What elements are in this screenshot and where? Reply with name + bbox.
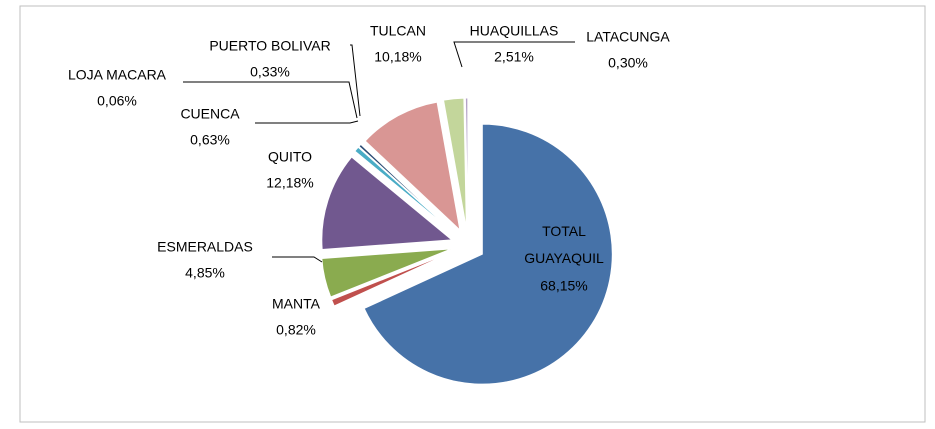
pie-slice — [442, 97, 467, 229]
leader-line — [183, 81, 358, 119]
value-label: 2,51% — [494, 49, 534, 65]
slice-label: QUITO — [268, 149, 312, 165]
leader-line — [272, 256, 323, 263]
pie-slice — [321, 156, 454, 251]
slice-label: LATACUNGA — [586, 29, 670, 45]
value-label: 10,18% — [374, 49, 421, 65]
slice-label: HUAQUILLAS — [470, 23, 559, 39]
slice-label: ESMERALDAS — [157, 239, 253, 255]
label-line: TOTAL — [542, 223, 586, 239]
leader-line — [350, 44, 361, 117]
value-label: 12,18% — [266, 175, 313, 191]
slice-label: TOTAL GUAYAQUIL — [524, 223, 604, 266]
slice-label: CUENCA — [180, 106, 240, 122]
label-line: GUAYAQUIL — [524, 250, 604, 266]
pie-slice — [330, 251, 453, 307]
pie-slice — [464, 97, 469, 229]
value-label: 0,63% — [190, 132, 230, 148]
value-label: 0,06% — [97, 93, 137, 109]
value-label: 4,85% — [185, 265, 225, 281]
leader-line — [453, 41, 575, 68]
value-label: 0,33% — [250, 64, 290, 80]
slice-label: PUERTO BOLIVAR — [209, 38, 330, 54]
leader-line — [255, 120, 359, 124]
pie-slice — [363, 123, 613, 385]
value-label: 0,82% — [276, 322, 316, 338]
pie-slice — [321, 248, 452, 298]
pie-slice — [364, 101, 461, 232]
value-label: 0,30% — [608, 55, 648, 71]
slice-label: TULCAN — [370, 23, 426, 39]
slice-label: LOJA MACARA — [68, 67, 167, 83]
slice-label: MANTA — [272, 296, 321, 312]
pie-slice — [358, 143, 456, 234]
value-label: 68,15% — [540, 278, 587, 294]
